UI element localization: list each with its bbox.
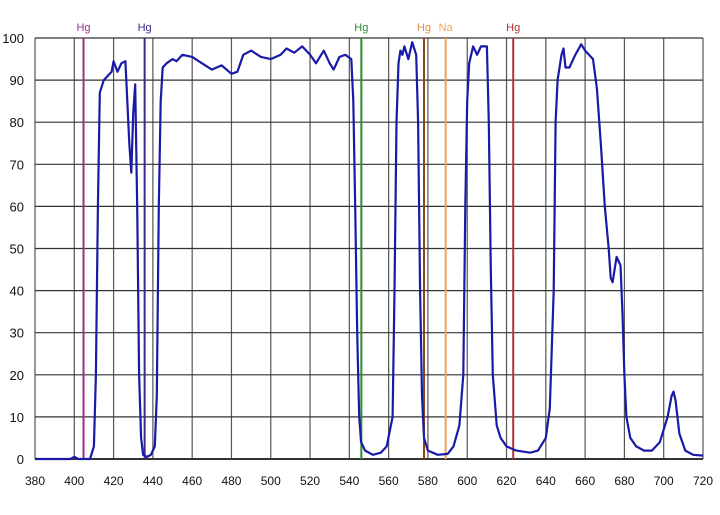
x-tick-label: 720: [693, 474, 713, 488]
y-tick-label: 20: [10, 368, 24, 383]
emission-line-label: Hg: [354, 22, 368, 34]
y-tick-label: 30: [10, 326, 24, 341]
x-tick-label: 460: [182, 474, 202, 488]
emission-lines: Hg Hg Hg Hg Na Hg: [76, 22, 520, 459]
x-tick-label: 380: [25, 474, 45, 488]
x-tick-label: 400: [64, 474, 84, 488]
y-tick-label: 90: [10, 73, 24, 88]
y-tick-label: 80: [10, 115, 24, 130]
y-tick-label: 10: [10, 410, 24, 425]
x-tick-label: 540: [339, 474, 359, 488]
x-tick-label: 640: [536, 474, 556, 488]
emission-line-label: Hg: [417, 22, 431, 34]
x-tick-label: 700: [654, 474, 674, 488]
y-tick-label: 70: [10, 157, 24, 172]
emission-line-label: Na: [439, 22, 454, 34]
emission-line-label: Hg: [138, 22, 152, 34]
x-tick-label: 520: [300, 474, 320, 488]
x-tick-label: 660: [575, 474, 595, 488]
x-tick-label: 580: [418, 474, 438, 488]
y-tick-label: 50: [10, 242, 24, 257]
series-layer: [35, 42, 703, 459]
emission-line-label: Hg: [76, 22, 90, 34]
x-tick-label: 420: [104, 474, 124, 488]
x-tick-label: 680: [614, 474, 634, 488]
x-tick-label: 500: [261, 474, 281, 488]
x-tick-label: 560: [379, 474, 399, 488]
x-tick-label: 600: [457, 474, 477, 488]
y-tick-label: 60: [10, 199, 24, 214]
y-tick-label: 0: [17, 452, 24, 467]
y-tick-label: 40: [10, 284, 24, 299]
emission-line-label: Hg: [506, 22, 520, 34]
x-tick-label: 440: [143, 474, 163, 488]
x-tick-label: 620: [497, 474, 517, 488]
transmission-curve: [35, 42, 703, 459]
y-tick-label: 100: [2, 31, 24, 46]
x-tick-label: 480: [221, 474, 241, 488]
